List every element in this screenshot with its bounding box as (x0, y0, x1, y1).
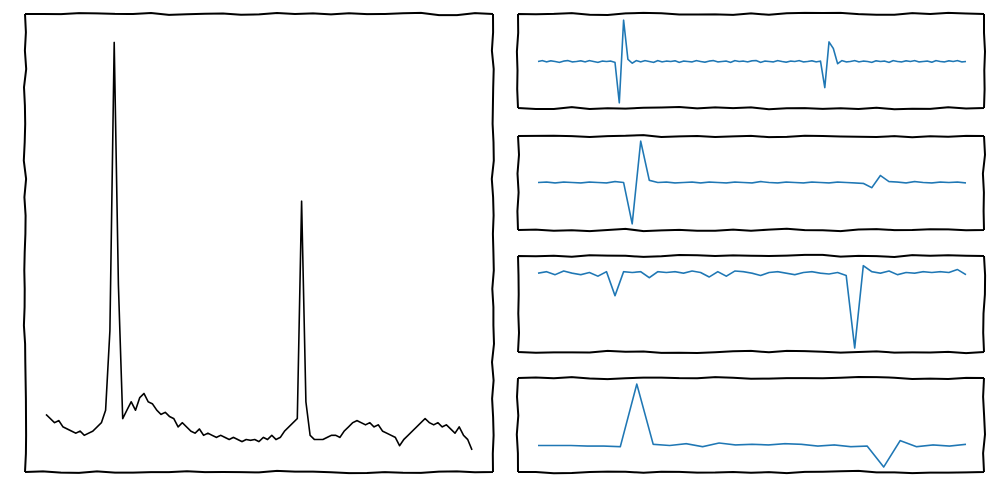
detail-line-1 (537, 19, 967, 104)
detail-panel-4 (515, 376, 986, 475)
axes-frame (517, 253, 987, 355)
detail-line-2 (537, 140, 967, 225)
detail-line-3 (537, 264, 967, 349)
axes-frame (516, 134, 986, 233)
axes-frame (515, 11, 986, 111)
detail-panel-2 (516, 134, 986, 233)
detail-line-4 (538, 383, 967, 468)
signal-panel (22, 11, 495, 475)
axes-frame (515, 376, 986, 475)
signal-line (45, 41, 473, 451)
detail-panel-3 (517, 253, 987, 355)
axes-frame (22, 11, 495, 475)
detail-panel-1 (515, 11, 986, 111)
